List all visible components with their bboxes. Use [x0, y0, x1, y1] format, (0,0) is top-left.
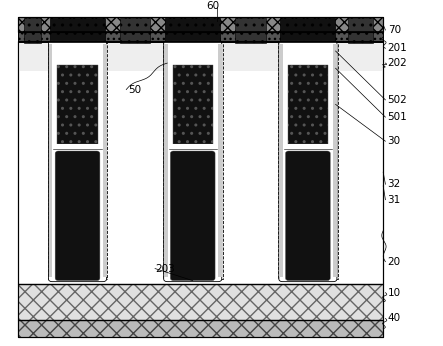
Bar: [18, 284, 383, 320]
Bar: [56, 144, 98, 153]
Bar: [288, 153, 327, 278]
Text: 203: 203: [155, 264, 175, 274]
Bar: [48, 43, 107, 279]
Bar: [50, 18, 105, 44]
Bar: [18, 17, 383, 32]
Bar: [120, 18, 150, 44]
Bar: [171, 144, 214, 153]
Bar: [18, 284, 383, 320]
FancyBboxPatch shape: [164, 41, 222, 282]
Bar: [165, 18, 220, 44]
Bar: [333, 44, 337, 277]
Bar: [102, 44, 106, 277]
Bar: [168, 44, 217, 66]
Bar: [164, 44, 167, 277]
Bar: [218, 44, 222, 277]
Bar: [18, 31, 383, 43]
Text: 70: 70: [388, 25, 401, 35]
Bar: [163, 43, 222, 279]
Text: 30: 30: [388, 136, 401, 146]
Text: 502: 502: [388, 95, 408, 105]
Text: 50: 50: [128, 84, 142, 94]
Text: 10: 10: [388, 288, 401, 298]
Text: 40: 40: [388, 313, 401, 324]
Bar: [348, 18, 373, 44]
Text: 20: 20: [388, 257, 401, 267]
Bar: [278, 43, 338, 279]
Bar: [57, 65, 97, 144]
FancyBboxPatch shape: [48, 41, 106, 282]
Bar: [174, 153, 212, 278]
Bar: [18, 320, 383, 337]
Bar: [18, 31, 383, 43]
Bar: [18, 42, 383, 284]
Bar: [18, 42, 383, 71]
Text: 60: 60: [206, 1, 219, 11]
Bar: [279, 44, 283, 277]
Bar: [53, 44, 102, 66]
Bar: [48, 44, 52, 277]
FancyBboxPatch shape: [170, 151, 215, 281]
Bar: [288, 65, 328, 144]
Bar: [18, 42, 383, 284]
Bar: [18, 17, 383, 32]
Bar: [18, 320, 383, 337]
Bar: [287, 144, 329, 153]
Bar: [280, 18, 335, 44]
FancyBboxPatch shape: [285, 151, 330, 281]
Text: 201: 201: [388, 43, 408, 53]
Text: 202: 202: [388, 58, 408, 68]
Bar: [24, 18, 41, 44]
FancyBboxPatch shape: [55, 151, 100, 281]
Bar: [18, 284, 383, 320]
Bar: [173, 65, 213, 144]
Bar: [18, 320, 383, 337]
Text: 31: 31: [388, 195, 401, 205]
Text: 501: 501: [388, 112, 408, 122]
Bar: [235, 18, 265, 44]
Bar: [284, 44, 332, 66]
Text: 32: 32: [388, 179, 401, 189]
Bar: [58, 153, 97, 278]
Bar: [18, 17, 383, 32]
FancyBboxPatch shape: [279, 41, 337, 282]
